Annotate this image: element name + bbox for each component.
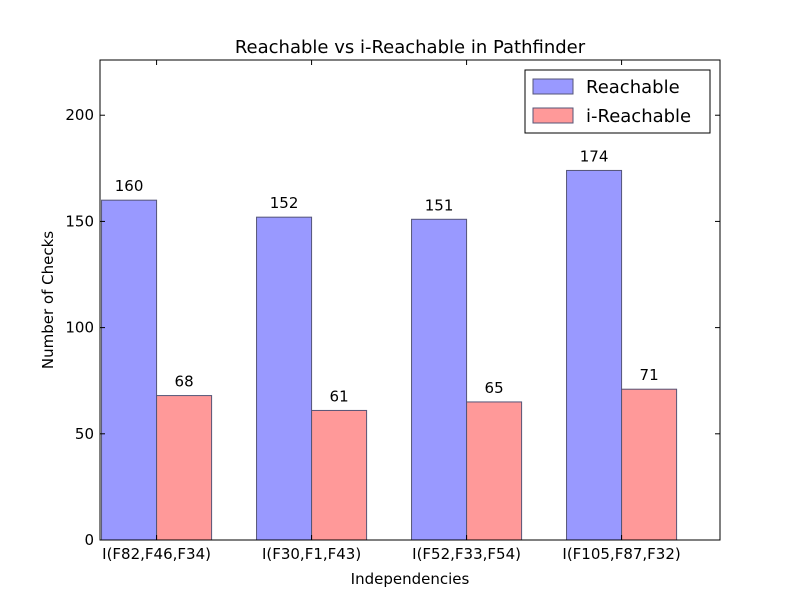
y-tick-label: 100: [65, 319, 94, 337]
bar-i-reachable-1: [156, 395, 213, 541]
data-labels-group: 160 68 152 61 151 65 174 71: [115, 147, 659, 405]
data-label: 152: [270, 194, 299, 212]
y-axis-ticks: 0 50 100 150 200: [65, 106, 720, 549]
bars-group: [101, 169, 678, 541]
bar-reachable-1: [101, 199, 158, 541]
bar-reachable-3: [411, 218, 468, 541]
data-label: 61: [330, 387, 349, 405]
x-axis-label: Independencies: [351, 570, 470, 588]
y-tick-label: 200: [65, 106, 94, 124]
x-tick-label: I(F82,F46,F34): [102, 545, 211, 563]
data-label: 68: [175, 373, 194, 391]
y-tick-label: 50: [75, 425, 94, 443]
data-label: 71: [640, 366, 659, 384]
data-label: 65: [485, 379, 504, 397]
bar-reachable-2: [256, 216, 313, 541]
x-tick-label: I(F30,F1,F43): [262, 545, 361, 563]
x-tick-label: I(F52,F33,F54): [412, 545, 521, 563]
bar-reachable-4: [566, 169, 623, 541]
plot-area-frame: [99, 59, 721, 541]
bar-i-reachable-2: [311, 409, 368, 541]
bar-i-reachable-4: [621, 388, 678, 541]
legend: Reachable i-Reachable: [524, 69, 711, 134]
data-label: 160: [115, 177, 144, 195]
legend-label: Reachable: [586, 77, 680, 98]
y-tick-label: 0: [84, 531, 94, 549]
data-label: 174: [580, 147, 609, 165]
legend-swatch: [532, 78, 574, 95]
legend-label: i-Reachable: [586, 106, 691, 127]
bar-i-reachable-3: [466, 401, 523, 541]
x-axis-ticks: I(F82,F46,F34) I(F30,F1,F43) I(F52,F33,F54…: [102, 60, 681, 563]
y-axis-label: Number of Checks: [39, 231, 57, 369]
chart-title: Reachable vs i-Reachable in Pathfinder: [235, 37, 586, 58]
x-tick-label: I(F105,F87,F32): [562, 545, 680, 563]
legend-swatch: [532, 107, 574, 124]
y-tick-label: 150: [65, 212, 94, 230]
data-label: 151: [425, 196, 454, 214]
